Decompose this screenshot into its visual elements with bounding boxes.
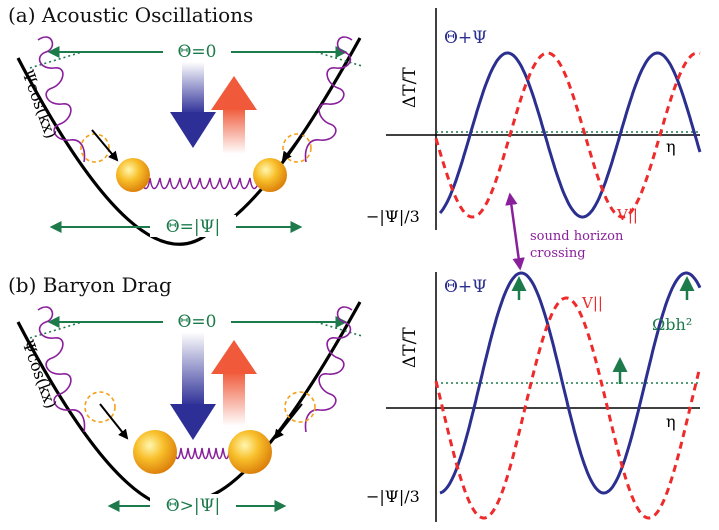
sound-horizon-note: sound horizon crossing	[505, 192, 624, 271]
red-up-arrow-icon	[211, 76, 257, 154]
plot-b-theta-label: Θ+Ψ	[444, 277, 487, 297]
plot-b-theta-curve	[439, 271, 702, 495]
theta-top-bg	[163, 310, 231, 332]
right-spring	[304, 306, 353, 433]
baryon-ball-icon	[116, 158, 150, 192]
plot-b-ylabel: ΔT/T	[400, 327, 420, 368]
panel-a-well: (a) Acoustic Oscillations Θ=0	[8, 3, 363, 246]
theta-top-label: Θ=0	[178, 312, 217, 332]
previous-position-circle	[284, 391, 316, 423]
plot-b-ytick: −|Ψ|/3	[366, 487, 420, 506]
bottom-spring	[139, 177, 261, 190]
red-up-arrow-icon	[211, 340, 257, 426]
plot-a-ylabel: ΔT/T	[400, 67, 420, 108]
panel-a-plot: ΔT/T η Θ+Ψ V|| −|Ψ|/3	[366, 8, 702, 230]
plot-b-xlabel: η	[666, 412, 676, 431]
baryon-ball-icon	[253, 158, 287, 192]
sound-horizon-arrow-icon	[505, 192, 525, 271]
sound-horizon-line2: crossing	[530, 246, 586, 261]
previous-position-circle	[282, 133, 312, 163]
blue-down-arrow-icon	[170, 332, 216, 440]
sound-horizon-line1: sound horizon	[530, 229, 624, 244]
baryon-ball-icon	[133, 430, 177, 474]
left-spring	[37, 306, 86, 433]
plot-b-velocity-curve	[434, 296, 702, 520]
tangent-dotted-line	[315, 321, 363, 337]
force-arrow-icon	[99, 403, 129, 440]
theta-bottom-label: Θ>|Ψ|	[166, 496, 221, 516]
panel-a-title: (a) Acoustic Oscillations	[8, 3, 253, 27]
plot-a-theta-label: Θ+Ψ	[444, 28, 487, 48]
plot-a-xlabel: η	[666, 137, 676, 156]
theta-top-bg	[163, 40, 231, 62]
plot-a-velocity-curve	[434, 51, 701, 219]
panel-b-title: (b) Baryon Drag	[8, 273, 172, 297]
right-spring	[304, 36, 353, 163]
theta-bottom-label: Θ=|Ψ|	[166, 217, 221, 237]
theta-bottom-bg	[150, 494, 236, 516]
force-arrow-icon	[281, 129, 306, 162]
plot-a-theta-curve	[438, 51, 702, 219]
left-spring	[37, 36, 86, 163]
theta-top-label: Θ=0	[178, 42, 217, 62]
blue-down-arrow-icon	[170, 62, 216, 148]
plot-a-ytick: −|Ψ|/3	[366, 207, 420, 226]
theta-bottom-bg	[150, 215, 236, 237]
plot-b-velocity-label: V||	[581, 294, 603, 312]
baryon-ball-icon	[228, 430, 272, 474]
plot-b-omega-label: Ωbh²	[652, 315, 692, 334]
force-arrow-icon	[91, 129, 119, 162]
previous-position-circle	[84, 391, 116, 423]
tangent-dotted-line	[29, 321, 83, 339]
force-arrow-icon	[273, 403, 303, 440]
tangent-dotted-line	[29, 51, 83, 69]
panel-b-plot: ΔT/T η Θ+Ψ V|| Ωbh² −|Ψ|/3	[366, 271, 702, 522]
tangent-dotted-line	[315, 51, 363, 67]
panel-b-well: (b) Baryon Drag Θ=0 Θ>|Ψ| Ψcos(kx)	[8, 273, 363, 516]
plot-a-velocity-label: V||	[616, 206, 638, 224]
